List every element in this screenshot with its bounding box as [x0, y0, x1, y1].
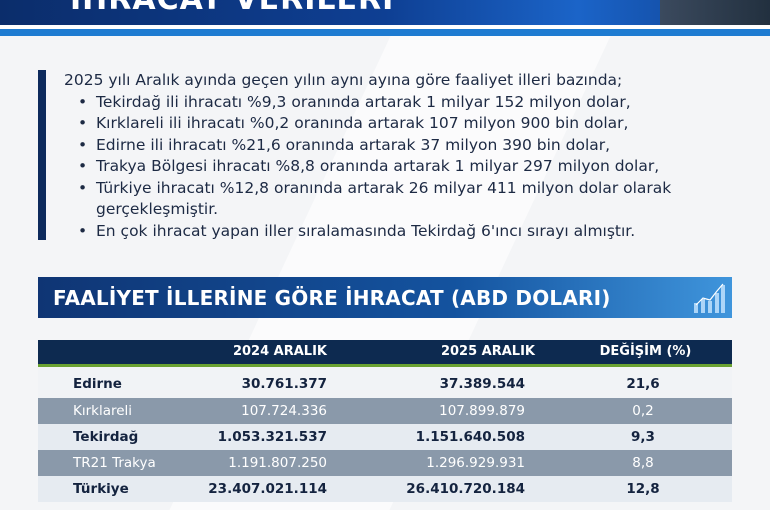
cell-change: 8,8 [632, 455, 654, 471]
banner-photo [660, 0, 770, 25]
cell-2025: 37.389.544 [439, 376, 525, 392]
cell-change: 9,3 [631, 429, 655, 445]
section-title: FAALİYET İLLERİNE GÖRE İHRACAT (ABD DOLA… [53, 286, 611, 310]
header-2025: 2025 ARALIK [440, 344, 535, 359]
cell-change: 12,8 [626, 481, 660, 497]
list-item: Türkiye ihracatı %12,8 oranında artarak … [78, 178, 676, 221]
list-item: Tekirdağ ili ihracatı %9,3 oranında arta… [78, 92, 676, 114]
cell-province: Tekirdağ [73, 429, 139, 445]
divider-accent [0, 29, 770, 36]
quote-bar [38, 70, 46, 240]
cell-province: TR21 Trakya [73, 455, 156, 471]
cell-2024: 23.407.021.114 [208, 481, 327, 497]
banner-title: İHRACAT VERİLERİ [70, 0, 394, 17]
list-item: Kırklareli ili ihracatı %0,2 oranında ar… [78, 113, 676, 135]
table-row: Türkiye 23.407.021.114 26.410.720.184 12… [38, 476, 732, 502]
list-item: Edirne ili ihracatı %21,6 oranında artar… [78, 135, 676, 157]
bar-chart-growth-icon [694, 283, 725, 313]
section-header: FAALİYET İLLERİNE GÖRE İHRACAT (ABD DOLA… [38, 277, 732, 318]
cell-province: Edirne [73, 376, 122, 392]
cell-2025: 107.899.879 [439, 403, 525, 419]
header-change: DEĞİŞİM (%) [599, 344, 692, 359]
list-item: Trakya Bölgesi ihracatı %8,8 oranında ar… [78, 156, 676, 178]
table-row: Tekirdağ 1.053.321.537 1.151.640.508 9,3 [38, 424, 732, 450]
cell-province: Kırklareli [73, 403, 133, 419]
table-row: Kırklareli 107.724.336 107.899.879 0,2 [38, 398, 732, 424]
cell-2024: 107.724.336 [241, 403, 327, 419]
summary-intro: 2025 yılı Aralık ayında geçen yılın aynı… [64, 71, 623, 89]
cell-2025: 26.410.720.184 [406, 481, 525, 497]
cell-change: 0,2 [632, 403, 654, 419]
summary-block: 2025 yılı Aralık ayında geçen yılın aynı… [38, 70, 738, 243]
cell-2025: 1.296.929.931 [426, 455, 525, 471]
summary-list: Tekirdağ ili ihracatı %9,3 oranında arta… [78, 92, 676, 243]
cell-2024: 30.761.377 [241, 376, 327, 392]
cell-2024: 1.053.321.537 [217, 429, 327, 445]
exports-table: 2024 ARALIK 2025 ARALIK DEĞİŞİM (%) Edir… [38, 340, 732, 502]
header-2024: 2024 ARALIK [232, 344, 327, 359]
table-header: 2024 ARALIK 2025 ARALIK DEĞİŞİM (%) [38, 340, 732, 367]
list-item: En çok ihracat yapan iller sıralamasında… [78, 221, 676, 243]
cell-province: Türkiye [73, 481, 129, 497]
table-row: TR21 Trakya 1.191.807.250 1.296.929.931 … [38, 450, 732, 476]
top-banner: İHRACAT VERİLERİ [0, 0, 770, 25]
divider [0, 25, 770, 29]
cell-change: 21,6 [626, 376, 660, 392]
cell-2025: 1.151.640.508 [415, 429, 525, 445]
table-row: Edirne 30.761.377 37.389.544 21,6 [38, 367, 732, 398]
cell-2024: 1.191.807.250 [228, 455, 327, 471]
